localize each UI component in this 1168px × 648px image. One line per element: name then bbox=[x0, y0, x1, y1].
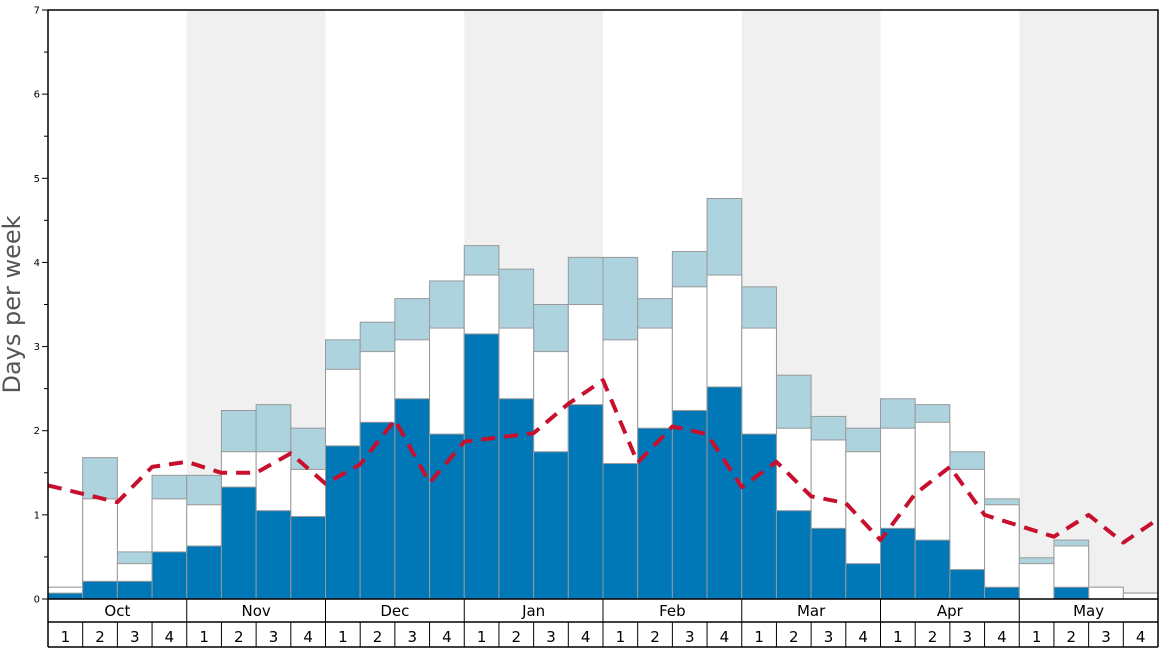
week-label: 1 bbox=[754, 628, 764, 646]
bar bbox=[463, 333, 500, 600]
week-label: 2 bbox=[650, 628, 660, 646]
week-label: 1 bbox=[616, 628, 626, 646]
month-label: May bbox=[1073, 602, 1104, 620]
bar bbox=[567, 404, 604, 600]
y-tick-label: 0 bbox=[34, 595, 40, 606]
bar bbox=[1088, 586, 1124, 600]
series-line bbox=[47, 378, 1160, 545]
month-label: Dec bbox=[380, 602, 409, 620]
week-label: 3 bbox=[1101, 628, 1111, 646]
bar bbox=[255, 510, 292, 600]
bar bbox=[290, 516, 326, 600]
bar bbox=[602, 463, 639, 600]
week-label: 1 bbox=[477, 628, 487, 646]
y-axis: 0 1 2 3 4 5 6 7 bbox=[34, 6, 48, 606]
week-label: 4 bbox=[581, 628, 591, 646]
week-label: 3 bbox=[546, 628, 556, 646]
bar bbox=[706, 386, 743, 600]
week-label: 2 bbox=[373, 628, 383, 646]
bar bbox=[359, 421, 396, 600]
week-label: 2 bbox=[789, 628, 799, 646]
plot-frame bbox=[47, 9, 1159, 600]
y-tick-label: 4 bbox=[34, 258, 40, 269]
bar bbox=[47, 592, 84, 600]
week-label: 1 bbox=[893, 628, 903, 646]
bar bbox=[671, 410, 708, 600]
week-label: 4 bbox=[720, 628, 730, 646]
week-label: 2 bbox=[512, 628, 522, 646]
bar bbox=[1018, 563, 1055, 600]
week-label: 1 bbox=[338, 628, 348, 646]
week-label: 4 bbox=[858, 628, 868, 646]
week-label: 3 bbox=[685, 628, 695, 646]
week-label: 2 bbox=[95, 628, 105, 646]
week-label: 2 bbox=[234, 628, 244, 646]
week-label: 3 bbox=[269, 628, 279, 646]
week-label: 3 bbox=[962, 628, 972, 646]
bar bbox=[949, 569, 986, 600]
week-label: 1 bbox=[1032, 628, 1042, 646]
week-label: 4 bbox=[165, 628, 175, 646]
bar bbox=[637, 427, 673, 600]
y-tick-label: 2 bbox=[34, 426, 40, 437]
bar bbox=[810, 527, 847, 600]
bar bbox=[984, 586, 1020, 600]
bar bbox=[220, 486, 257, 600]
bar bbox=[116, 580, 153, 600]
week-label: 1 bbox=[199, 628, 209, 646]
bar bbox=[533, 451, 569, 600]
x-axis: Oct 1 2 3 4 Nov 1 2 3 4 Dec 1 2 3 4 Jan 1 2 3 4 Feb 1 2 3 4 Mar 1 2… bbox=[47, 599, 1159, 648]
line-layer bbox=[47, 378, 1160, 545]
y-tick-label: 1 bbox=[34, 510, 40, 521]
bar bbox=[82, 580, 118, 600]
bars bbox=[47, 197, 1159, 600]
week-label: 4 bbox=[442, 628, 452, 646]
week-label: 3 bbox=[130, 628, 140, 646]
y-tick-label: 5 bbox=[34, 174, 40, 185]
bar bbox=[845, 563, 881, 600]
bar bbox=[1122, 592, 1159, 600]
month-label: Feb bbox=[659, 602, 686, 620]
month-label: Jan bbox=[521, 602, 545, 620]
bar bbox=[429, 433, 465, 600]
bar bbox=[498, 398, 535, 600]
month-label: Apr bbox=[937, 602, 964, 620]
bar bbox=[741, 433, 777, 600]
y-tick-label: 7 bbox=[34, 6, 40, 17]
bar bbox=[880, 527, 916, 600]
week-label: 4 bbox=[997, 628, 1007, 646]
week-label: 3 bbox=[407, 628, 417, 646]
y-tick-label: 3 bbox=[34, 342, 40, 353]
bar bbox=[914, 539, 951, 600]
month-band bbox=[1019, 10, 1158, 599]
y-tick-label: 6 bbox=[34, 90, 40, 101]
bar bbox=[775, 510, 812, 600]
month-label: Nov bbox=[241, 602, 270, 620]
week-label: 2 bbox=[928, 628, 938, 646]
bar bbox=[1053, 586, 1090, 600]
month-label: Oct bbox=[104, 602, 130, 620]
week-label: 2 bbox=[1067, 628, 1077, 646]
week-label: 1 bbox=[61, 628, 71, 646]
y-axis-label: Days per week bbox=[0, 215, 26, 393]
bar bbox=[984, 504, 1020, 600]
month-label: Mar bbox=[797, 602, 826, 620]
week-label: 3 bbox=[824, 628, 834, 646]
bar bbox=[186, 545, 222, 600]
week-label: 4 bbox=[1136, 628, 1146, 646]
bar bbox=[151, 551, 188, 600]
week-label: 4 bbox=[303, 628, 313, 646]
